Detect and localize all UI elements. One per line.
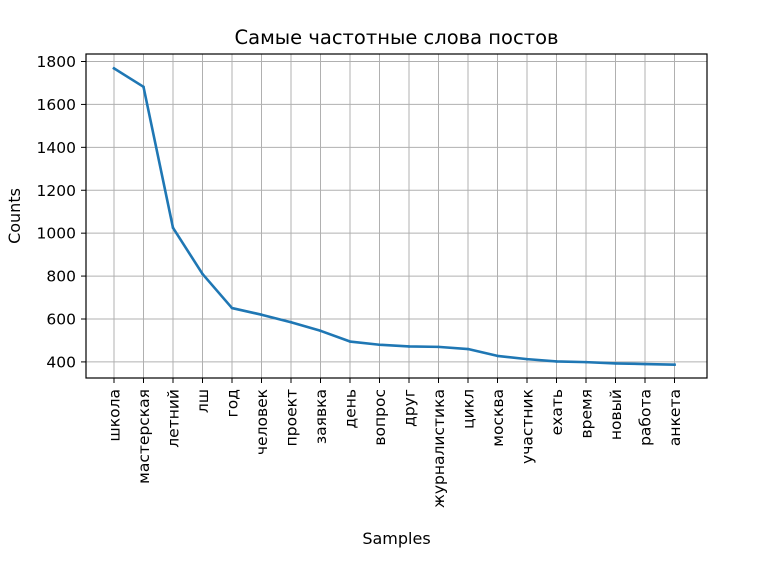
x-tick-label: друг	[401, 389, 419, 427]
plot-frame	[85, 53, 708, 379]
x-tick-label: школа	[106, 389, 124, 441]
x-tick-label: ехать	[548, 389, 566, 435]
data-point	[555, 360, 558, 363]
data-point	[437, 345, 440, 349]
data-point	[378, 343, 381, 347]
y-tick-label: 800	[46, 268, 76, 286]
grid-layer	[86, 54, 707, 378]
y-axis-label: Counts	[5, 188, 24, 244]
data-point	[614, 362, 617, 365]
x-axis-label: Samples	[362, 529, 430, 548]
y-tick-label: 1600	[37, 96, 76, 114]
data-point	[348, 340, 352, 343]
y-tick-label: 1400	[37, 139, 76, 157]
data-point	[643, 362, 647, 366]
data-point	[496, 354, 499, 358]
data-point	[407, 345, 411, 348]
chart-title: Самые частотные слова постов	[235, 26, 559, 49]
x-tick-label: заявка	[312, 389, 330, 444]
x-tick-label: анкета	[666, 389, 684, 446]
tick-layer: школа мастерская летний лш год человек проект з…	[37, 53, 684, 508]
series-line	[112, 66, 676, 367]
x-tick-label: день	[342, 389, 360, 429]
y-tick-label: 400	[46, 353, 76, 371]
x-tick-label: вопрос	[371, 389, 389, 446]
data-point	[171, 226, 175, 230]
data-point	[112, 67, 116, 70]
data-point	[466, 347, 470, 351]
y-tick-label: 1000	[37, 225, 76, 243]
data-point	[142, 85, 145, 89]
series-layer	[112, 66, 676, 367]
data-point	[289, 320, 293, 324]
data-point	[201, 272, 204, 276]
x-tick-label: цикл	[460, 389, 478, 429]
x-tick-label: новый	[607, 389, 625, 440]
data-point	[584, 360, 588, 364]
x-tick-label: человек	[253, 389, 271, 455]
y-tick-label: 1200	[37, 182, 76, 200]
x-tick-label: время	[578, 389, 596, 439]
data-point	[319, 329, 322, 333]
data-point	[230, 306, 234, 310]
x-tick-label: год	[224, 389, 242, 417]
x-tick-label: участник	[519, 389, 537, 464]
y-tick-label: 1800	[37, 53, 76, 71]
y-tick-label: 600	[46, 310, 76, 328]
data-point	[673, 363, 676, 366]
x-tick-label: летний	[165, 389, 183, 448]
x-tick-label: проект	[283, 389, 301, 446]
x-tick-label: мастерская	[135, 389, 153, 484]
data-point	[525, 357, 529, 361]
x-tick-label: москва	[489, 389, 507, 447]
x-tick-label: работа	[637, 389, 655, 446]
data-point	[260, 313, 263, 317]
x-tick-label: журналистика	[430, 389, 448, 508]
x-tick-label: лш	[194, 389, 212, 413]
